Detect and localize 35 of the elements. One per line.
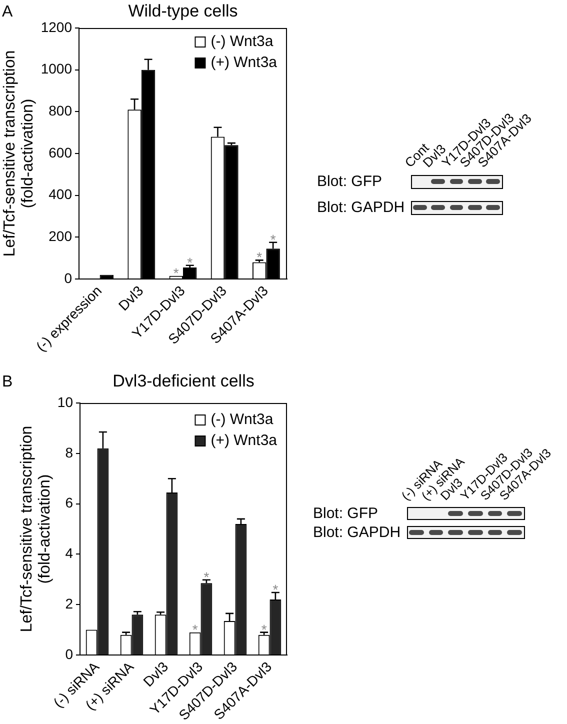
y-tick-label: 400 xyxy=(48,186,72,202)
legend-label: (-) Wnt3a xyxy=(210,33,274,50)
text: B xyxy=(2,373,13,390)
y-axis-title: Lef/Tcf-sensitive transcription (fold-activation) xyxy=(1,50,36,257)
chart-title: Dvl3-deficient cells xyxy=(112,372,254,391)
data-label: * xyxy=(272,582,279,598)
category-label: Blot: GFP xyxy=(317,173,382,190)
y-tick-label: 1200 xyxy=(40,18,72,35)
data-label: * xyxy=(261,621,268,638)
category-label: Blot: GAPDH xyxy=(313,524,401,540)
y-tick-label: 800 xyxy=(48,102,72,119)
category-label: Blot: GFP xyxy=(313,504,378,522)
y-tick-label: 200 xyxy=(48,228,72,244)
data-label: * xyxy=(187,254,194,270)
y-tick-label: 8 xyxy=(65,444,74,460)
y-tick-label: 10 xyxy=(57,394,74,410)
y-tick-label: 2 xyxy=(65,595,74,612)
y-tick-label: 4 xyxy=(65,545,74,562)
data-label: * xyxy=(256,249,263,266)
data-label: * xyxy=(270,231,276,248)
legend-label: (+) Wnt3a xyxy=(210,54,278,72)
text: A xyxy=(2,3,13,20)
y-axis-title: Lef/Tcf-sensitive transcription (fold-activation) xyxy=(18,426,54,632)
y-tick-label: 0 xyxy=(65,646,74,662)
y-tick-label: 0 xyxy=(64,270,72,286)
y-tick-label: 1000 xyxy=(40,60,72,77)
y-tick-label: 6 xyxy=(65,494,74,511)
data-label: * xyxy=(204,568,210,585)
chart-title: Wild-type cells xyxy=(128,2,238,21)
legend-label: (+) Wnt3a xyxy=(210,432,278,450)
data-label: * xyxy=(173,264,180,281)
category-label: Blot: GAPDH xyxy=(317,199,405,216)
y-tick-label: 600 xyxy=(48,144,72,160)
legend-label: (-) Wnt3a xyxy=(210,411,274,428)
data-label: * xyxy=(192,621,198,638)
